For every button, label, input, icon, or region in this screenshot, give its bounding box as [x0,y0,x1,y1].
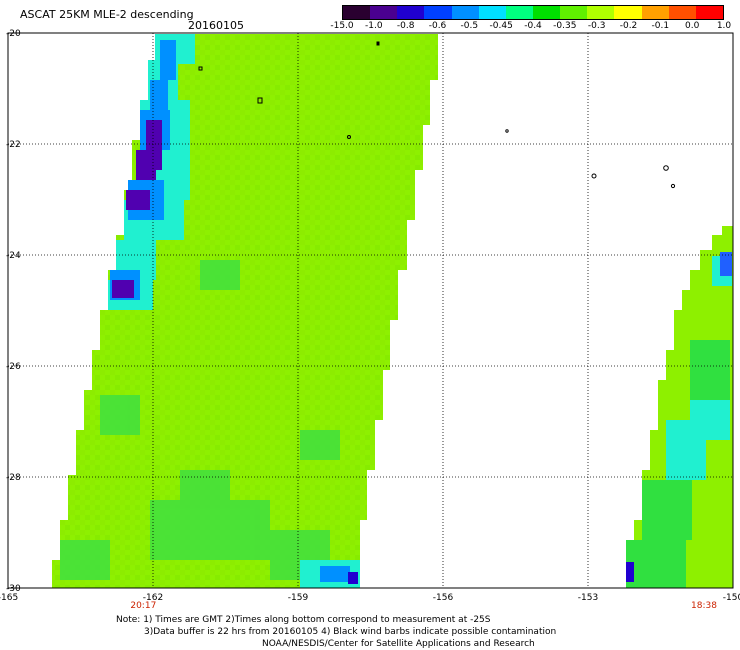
pass-time-label: 20:17 [130,601,156,610]
swath-right [626,226,733,588]
island-outlines [198,41,676,189]
x-tick-label: -156 [433,593,454,603]
colorbar-label: -15.0 [330,21,354,31]
colorbar-swatch [695,6,723,19]
colorbar-swatch [641,6,669,19]
y-tick-label: -26 [6,362,21,372]
swath-left-edge-purple [112,120,162,298]
y-tick-label: -28 [6,473,21,483]
colorbar-swatch [668,6,696,19]
note-line-2: 3)Data buffer is 22 hrs from 20160105 4)… [144,627,557,637]
colorbar-swatch [397,6,425,19]
colorbar: -15.0 -1.0 -0.8 -0.6 -0.5 -0.45 -0.4 -0.35 -0.3 -… [330,5,731,39]
note-line-3: NOAA/NESDIS/Center for Satellite Applica… [262,639,535,649]
colorbar-label: -0.35 [553,21,577,31]
colorbar-label: 0.0 [684,21,700,31]
colorbar-swatch [424,6,452,19]
colorbar-label: -0.3 [587,21,606,31]
colorbar-label: -0.4 [524,21,542,31]
colorbar-label: 1.0 [716,21,732,31]
colorbar-label: -0.8 [396,21,415,31]
y-tick-label: -30 [6,584,21,594]
y-tick-label: -20 [6,29,21,39]
note-line-1: Note: 1) Times are GMT 2)Times along bot… [116,615,491,625]
y-tick-label: -22 [6,140,21,150]
map-frame [7,32,734,589]
swath-left-edge-darkblue [348,572,358,584]
colorbar-label: -0.6 [428,21,447,31]
colorbar-swatch [587,6,615,19]
swath-left-green-patches [60,260,340,580]
swath-right-cyan [666,256,732,480]
figure-title: ASCAT 25KM MLE-2 descending [20,8,194,21]
swath-map: -165 -162 -159 -156 -153 -150 -20 -22 -24 -26 -28 -… [0,29,740,610]
colorbar-label: -0.45 [489,21,513,31]
x-tick-label: -159 [288,593,309,603]
colorbar-bar [342,5,724,20]
figure-date: 20160105 [188,19,244,32]
x-tick-label: -153 [578,593,598,603]
colorbar-label: -0.2 [619,21,638,31]
colorbar-label: -0.1 [651,21,670,31]
colorbar-swatch [370,6,398,19]
swath-right-blue [720,252,732,276]
colorbar-label: -0.5 [460,21,479,31]
x-tick-label: -150 [723,593,740,603]
swath-left [52,34,438,588]
graticule [8,33,733,588]
colorbar-swatch [505,6,533,19]
x-tick-label: -162 [143,593,163,603]
colorbar-swatch [478,6,506,19]
colorbar-swatch [614,6,642,19]
x-tick-label: -165 [0,593,18,603]
colorbar-swatch [560,6,588,19]
y-tick-label: -24 [6,251,21,261]
colorbar-label: -1.0 [365,21,383,31]
swath-right-darkblue [626,562,634,582]
colorbar-labels: -15.0 -1.0 -0.8 -0.6 -0.5 -0.45 -0.4 -0.35 -0.3 -… [330,20,731,34]
pass-time-label: 18:38 [691,601,717,610]
axis-tick-labels: -165 -162 -159 -156 -153 -150 -20 -22 -24 -26 -28 -… [0,29,740,603]
colorbar-swatch [532,6,561,19]
time-labels: 20:17 18:38 [130,601,717,610]
swath-right-green [626,340,730,588]
colorbar-swatch [451,6,479,19]
colorbar-swatch [343,6,371,19]
